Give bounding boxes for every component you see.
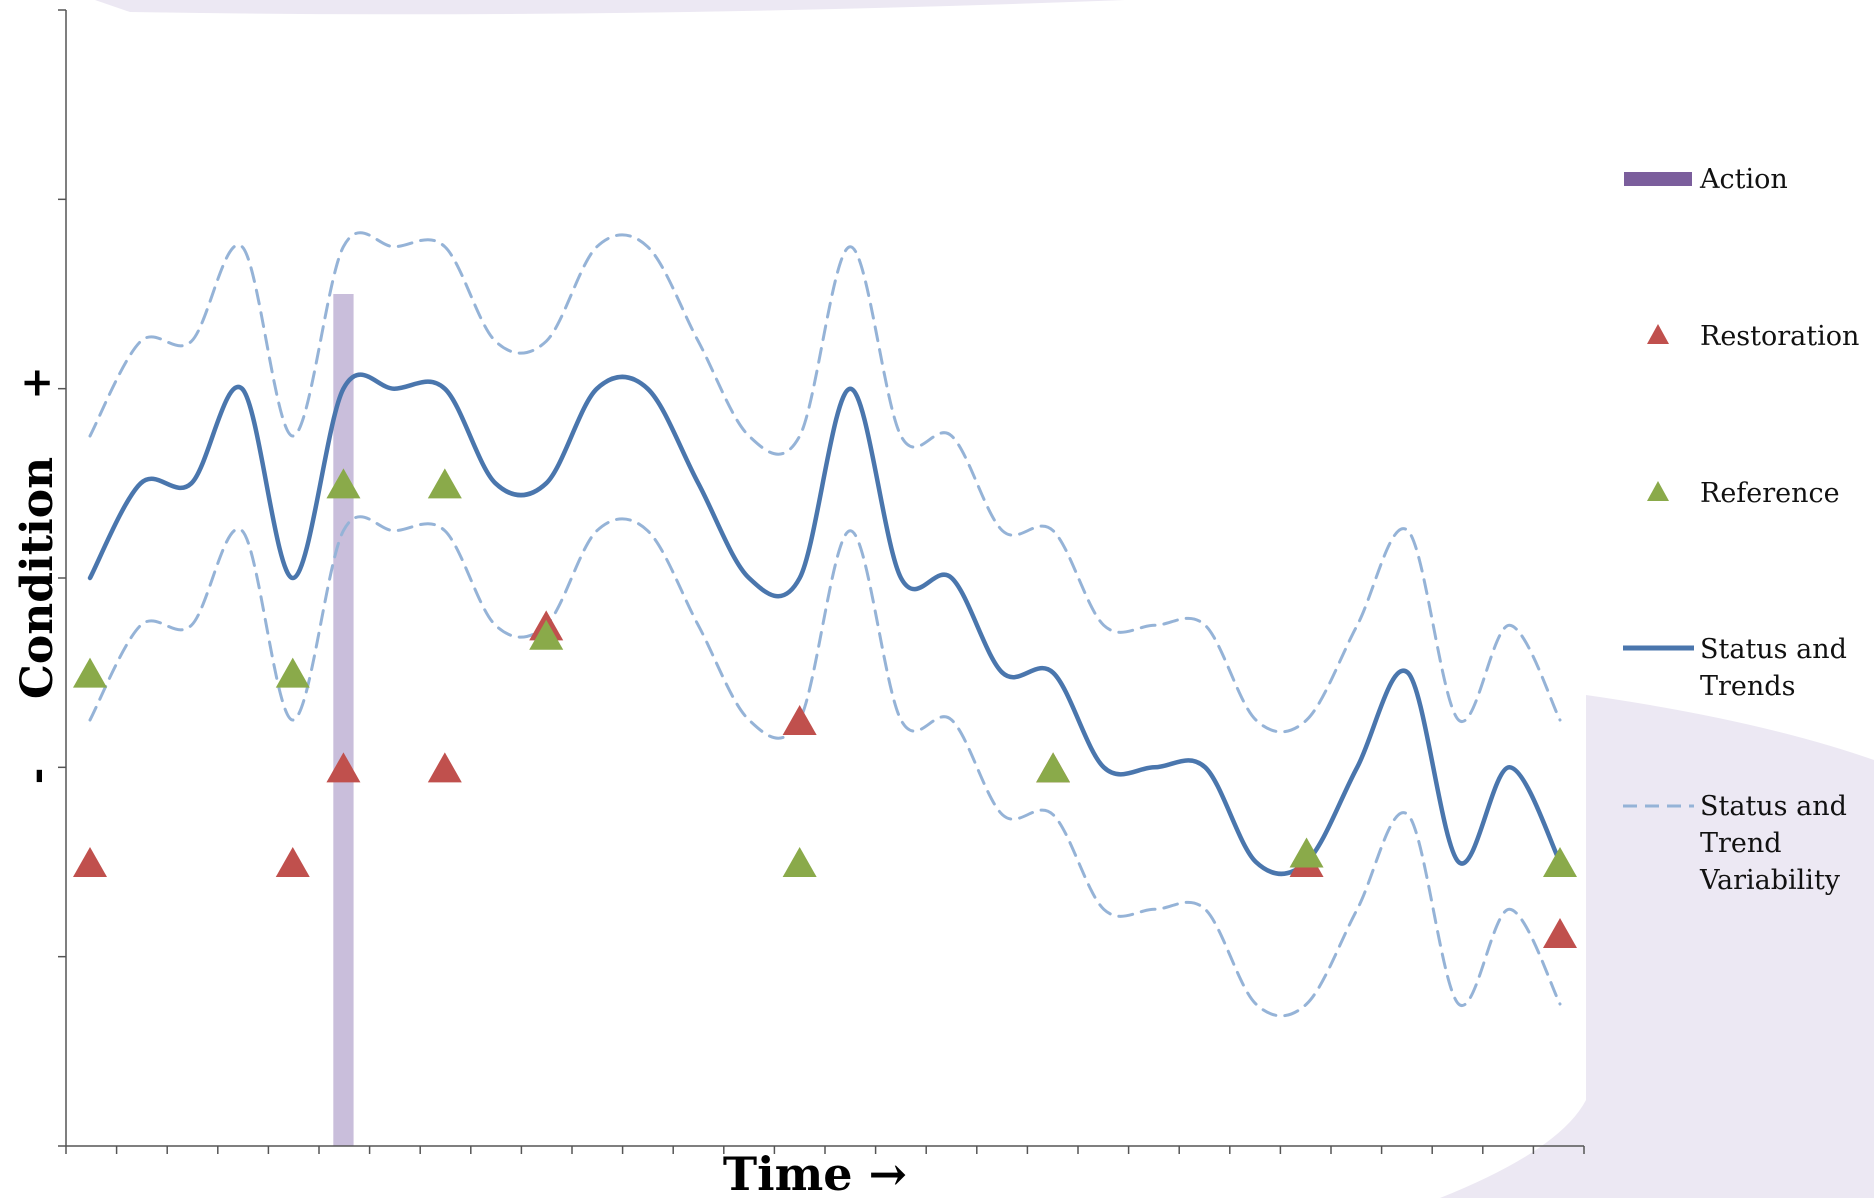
legend-restoration-label: Restoration	[1700, 321, 1859, 352]
lines-layer	[87, 231, 1563, 1018]
legend-reference-marker	[1647, 481, 1669, 501]
restoration-marker	[275, 847, 310, 877]
reference-marker	[529, 619, 564, 650]
legend-status-label: Status and Trends	[1700, 634, 1856, 702]
legend-action-swatch	[1624, 172, 1692, 186]
reference-marker	[782, 847, 817, 877]
restoration-marker	[782, 705, 817, 735]
reference-marker	[1036, 752, 1071, 783]
legend-reference-label: Reference	[1700, 478, 1840, 509]
restoration-marker	[73, 847, 107, 877]
reference-marker	[1289, 837, 1324, 868]
legend-status-label-line-2: Trends	[1700, 671, 1795, 702]
variability-line-lower	[88, 515, 1562, 1018]
y-tick-label-plus: +	[13, 366, 60, 400]
reference-marker	[73, 657, 107, 688]
x-axis-title: Time →	[723, 1147, 907, 1198]
restoration-marker	[326, 752, 361, 783]
y-tick-label-minus: -	[13, 768, 60, 785]
reference-marker	[427, 468, 462, 499]
legend-status-label-line-1: Status and	[1700, 634, 1847, 665]
status-trend-line	[87, 372, 1563, 877]
legend: Action Restoration Reference Status and …	[1623, 164, 1859, 896]
reference-marker	[326, 468, 361, 499]
y-axis-title: Condition	[12, 457, 63, 699]
axes-layer	[58, 9, 1585, 1154]
background-swoosh-right	[1440, 695, 1874, 1198]
action-bar	[333, 294, 354, 1146]
restoration-marker	[1543, 918, 1577, 948]
reference-marker	[1543, 847, 1577, 877]
markers-layer	[73, 468, 1577, 948]
variability-line-upper	[88, 231, 1562, 734]
legend-action-label: Action	[1699, 164, 1788, 195]
legend-variability-label-line-3: Variability	[1699, 865, 1841, 896]
background-swoosh-top	[95, 0, 1125, 15]
restoration-marker	[427, 752, 462, 783]
legend-variability-label-line-1: Status and	[1700, 791, 1847, 822]
legend-variability-label: Status and Trend Variability	[1699, 791, 1856, 896]
legend-restoration-marker	[1647, 324, 1669, 344]
action-layer	[333, 294, 354, 1146]
legend-variability-label-line-2: Trend	[1700, 828, 1782, 859]
reference-marker	[275, 657, 310, 688]
